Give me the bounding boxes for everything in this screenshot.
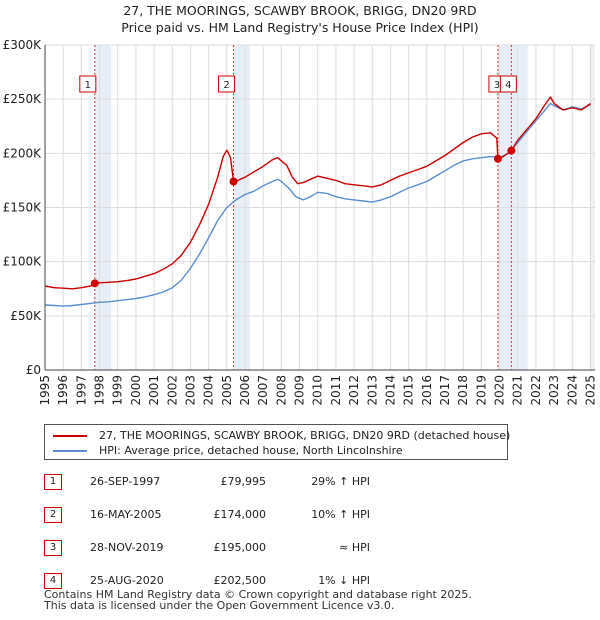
chart-title: 27, THE MOORINGS, SCAWBY BROOK, BRIGG, D…: [0, 2, 600, 36]
x-tick-label: 2004: [202, 375, 216, 406]
legend-swatch-property: [53, 435, 87, 437]
sale-label-number: 4: [505, 80, 511, 91]
x-tick-label: 1995: [38, 375, 52, 406]
sale-point: [90, 279, 99, 288]
price-chart: £0 £50K £100K £150K £200K £250K £300K 1995 1996 1…: [3, 38, 598, 406]
footer-attribution: Contains HM Land Registry data © Crown c…: [44, 589, 472, 611]
x-tick-label: 1999: [111, 375, 125, 406]
legend-swatch-hpi: [53, 450, 87, 452]
sale-label-number: 1: [85, 80, 91, 91]
sale-price: £79,995: [220, 475, 267, 488]
x-tick-label: 2016: [420, 375, 434, 406]
x-tick-label: 2006: [238, 375, 252, 406]
sale-label-number: 2: [223, 80, 229, 91]
x-tick-label: 2023: [547, 375, 561, 406]
sale-row: 4 25-AUG-2020 £202,500 1% ↓ HPI: [44, 569, 384, 602]
sale-label-box: [79, 75, 97, 93]
x-tick-label: 2018: [456, 375, 470, 406]
sale-price: £195,000: [213, 541, 267, 554]
sale-number-badge: 1: [44, 474, 62, 490]
x-tick-label: 2019: [474, 375, 488, 406]
sale-hpi-comparison: ≈ HPI: [339, 541, 370, 554]
legend-label-property: 27, THE MOORINGS, SCAWBY BROOK, BRIGG, D…: [99, 429, 511, 442]
sale-price: £174,000: [213, 508, 267, 521]
x-tick-label: 2002: [165, 375, 179, 406]
x-tick-label: 2003: [183, 375, 197, 406]
x-tick-label: 2013: [365, 375, 379, 406]
sale-hpi-comparison: 1% ↓ HPI: [318, 574, 370, 587]
x-tick-label: 2025: [583, 375, 597, 406]
chart-title-line1: 27, THE MOORINGS, SCAWBY BROOK, BRIGG, D…: [123, 3, 477, 18]
sales-table: 1 26-SEP-1997 £79,995 29% ↑ HPI 2 16-MAY…: [44, 470, 384, 602]
x-tick-label: 2022: [529, 375, 543, 406]
sale-number-badge: 3: [44, 540, 62, 556]
x-tick-label: 1997: [74, 375, 88, 406]
legend-label-hpi: HPI: Average price, detached house, Nort…: [99, 444, 403, 457]
x-tick-label: 2001: [147, 375, 161, 406]
sale-row: 2 16-MAY-2005 £174,000 10% ↑ HPI: [44, 503, 384, 536]
sale-label-number: 3: [494, 80, 500, 91]
x-tick-label: 2010: [311, 375, 325, 406]
y-tick-label: £200K: [3, 146, 43, 160]
x-tick-label: 2021: [511, 375, 525, 406]
y-tick-label: £300K: [3, 38, 43, 52]
sale-hpi-comparison: 10% ↑ HPI: [311, 508, 370, 521]
sale-point: [507, 146, 516, 155]
x-tick-label: 2007: [256, 375, 270, 406]
x-tick-label: 2012: [347, 375, 361, 406]
y-tick-label: £50K: [10, 309, 42, 323]
y-tick-label: £0: [26, 363, 41, 377]
chart-title-line2: Price paid vs. HM Land Registry's House …: [121, 20, 479, 35]
y-tick-label: £150K: [3, 201, 43, 215]
sale-label-box: [218, 75, 236, 93]
chart-legend: 27, THE MOORINGS, SCAWBY BROOK, BRIGG, D…: [44, 424, 511, 460]
sale-label-box: [499, 75, 517, 93]
y-tick-label: £250K: [3, 92, 43, 106]
sale-hpi-comparison: 29% ↑ HPI: [311, 475, 370, 488]
x-tick-label: 2011: [329, 375, 343, 406]
sale-date: 16-MAY-2005: [90, 508, 162, 521]
sale-point: [229, 177, 238, 186]
sale-date: 28-NOV-2019: [90, 541, 164, 554]
footer-line1: Contains HM Land Registry data © Crown c…: [44, 588, 472, 601]
sale-date: 26-SEP-1997: [90, 475, 161, 488]
x-tick-label: 2014: [383, 375, 397, 406]
x-tick-label: 2015: [402, 375, 416, 406]
x-tick-label: 2017: [438, 375, 452, 406]
footer-line2: This data is licensed under the Open Gov…: [44, 599, 395, 612]
sale-number-badge: 2: [44, 507, 62, 523]
sale-row: 1 26-SEP-1997 £79,995 29% ↑ HPI: [44, 470, 384, 503]
sale-number-badge: 4: [44, 573, 62, 589]
x-tick-label: 2020: [493, 375, 507, 406]
x-tick-label: 2024: [565, 375, 579, 406]
x-tick-label: 2009: [293, 375, 307, 406]
sale-price: £202,500: [213, 574, 267, 587]
sale-point: [493, 154, 502, 163]
x-tick-label: 1996: [56, 375, 70, 406]
x-tick-label: 2008: [274, 375, 288, 406]
x-tick-label: 1998: [93, 375, 107, 406]
sale-row: 3 28-NOV-2019 £195,000 ≈ HPI: [44, 536, 384, 569]
y-tick-label: £100K: [3, 255, 43, 269]
x-tick-label: 2005: [220, 375, 234, 406]
x-tick-label: 2000: [129, 375, 143, 406]
sale-date: 25-AUG-2020: [90, 574, 164, 587]
